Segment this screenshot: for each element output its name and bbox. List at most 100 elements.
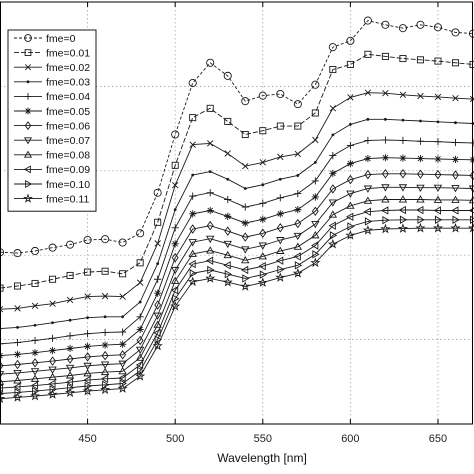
data-point	[156, 262, 160, 266]
data-point	[222, 276, 233, 287]
data-point	[434, 215, 443, 224]
data-point	[346, 212, 354, 221]
data-point	[66, 296, 74, 304]
data-point	[118, 366, 127, 375]
data-point	[83, 330, 92, 338]
data-point	[346, 60, 354, 68]
data-point	[432, 222, 443, 233]
data-point	[119, 293, 126, 300]
data-point	[451, 59, 459, 67]
legend-label: fme=0.03	[46, 77, 90, 89]
data-point	[433, 206, 441, 215]
data-point	[171, 130, 180, 139]
data-point	[189, 192, 197, 200]
data-point	[48, 366, 57, 374]
data-point	[170, 276, 180, 284]
data-point	[399, 169, 407, 179]
data-point	[258, 252, 267, 260]
data-point	[0, 371, 5, 379]
data-point	[276, 194, 284, 202]
data-point	[329, 184, 337, 194]
legend-marker	[26, 80, 30, 84]
data-point	[294, 261, 303, 270]
legend-marker	[24, 49, 32, 56]
data-point	[278, 177, 282, 181]
series-line	[0, 173, 474, 367]
data-point	[397, 223, 408, 233]
data-point	[345, 230, 356, 240]
series-fme=0.06	[0, 169, 474, 371]
data-point	[311, 221, 320, 229]
data-point	[223, 250, 232, 259]
data-point	[259, 215, 267, 223]
data-point	[242, 162, 249, 170]
data-point	[277, 265, 285, 274]
data-point	[66, 271, 74, 279]
data-point	[100, 361, 110, 369]
series-line	[0, 20, 474, 254]
data-point	[293, 232, 303, 241]
data-point	[188, 259, 196, 269]
data-point	[154, 300, 162, 310]
data-point	[381, 206, 389, 215]
data-point	[189, 141, 196, 148]
data-point	[259, 228, 267, 238]
data-point	[189, 114, 197, 122]
data-point	[399, 136, 407, 145]
data-point	[206, 206, 214, 215]
data-point	[451, 206, 459, 215]
data-point	[83, 342, 92, 350]
data-point	[121, 315, 125, 319]
data-point	[226, 177, 230, 181]
data-point	[208, 170, 212, 174]
data-point	[381, 136, 390, 144]
data-point	[13, 350, 22, 358]
data-point	[170, 300, 181, 311]
data-point	[101, 350, 109, 361]
data-point	[311, 80, 320, 89]
data-point	[364, 154, 372, 163]
data-point	[171, 181, 179, 189]
data-point	[84, 352, 92, 362]
data-point	[346, 36, 355, 45]
data-point	[384, 117, 387, 121]
series-line	[0, 219, 473, 395]
legend-label: fme=0.06	[46, 120, 90, 132]
data-point	[293, 252, 301, 261]
data-point	[136, 335, 144, 346]
data-point	[49, 356, 56, 366]
data-point	[416, 154, 425, 163]
data-point	[118, 373, 126, 383]
data-point	[173, 208, 177, 212]
data-point	[224, 226, 232, 236]
data-point	[189, 269, 198, 278]
data-point	[398, 195, 408, 203]
data-point	[51, 321, 54, 325]
data-point	[171, 253, 179, 263]
data-point	[380, 223, 391, 234]
legend-item: fme=0.10	[14, 179, 90, 191]
legend-item: fme=0.03	[14, 77, 90, 89]
data-point	[14, 359, 21, 370]
data-point	[416, 184, 425, 193]
data-point	[241, 246, 250, 254]
data-point	[310, 257, 321, 268]
legend-marker	[23, 150, 33, 158]
data-point	[240, 281, 251, 291]
data-point	[135, 371, 146, 381]
series-fme=0.04	[0, 136, 474, 348]
legend-item: fme=0.06	[14, 120, 90, 132]
data-point	[189, 224, 197, 234]
data-point	[329, 169, 337, 177]
data-point	[381, 20, 390, 29]
series-line	[0, 118, 474, 330]
data-point	[16, 325, 19, 329]
data-point	[259, 127, 267, 135]
data-point	[119, 328, 127, 336]
data-point	[31, 349, 39, 357]
data-point	[241, 97, 250, 106]
legend-marker	[24, 121, 32, 131]
legend-label: fme=0.07	[46, 135, 90, 147]
x-tick-label: 600	[341, 433, 359, 445]
data-point	[416, 137, 425, 145]
